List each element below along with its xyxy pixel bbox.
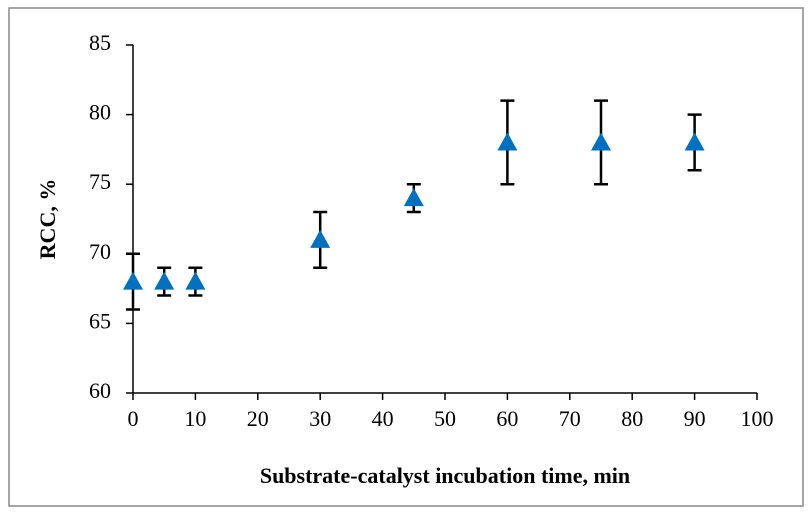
y-tick-label: 70 [89,239,111,264]
x-tick-label: 20 [247,406,269,431]
x-tick-label: 10 [184,406,206,431]
x-tick-label: 40 [372,406,394,431]
marker [185,271,206,290]
marker [591,132,611,151]
y-tick-label: 85 [89,30,111,55]
marker [497,132,518,151]
marker [154,271,175,290]
marker [310,229,331,248]
x-tick-label: 50 [434,406,456,431]
marker [684,132,705,151]
y-tick-label: 60 [89,378,111,403]
x-tick-label: 0 [128,406,139,431]
x-tick-label: 100 [741,406,774,431]
marker [403,188,424,207]
y-tick-label: 65 [89,308,111,333]
x-tick-label: 80 [621,406,643,431]
y-tick-label: 75 [89,169,111,194]
y-axis-label: RCC, % [35,179,60,260]
x-axis-label: Substrate-catalyst incubation time, min [260,463,630,488]
x-tick-label: 90 [684,406,706,431]
marker [123,271,143,290]
chart-frame [8,7,804,507]
x-tick-label: 30 [309,406,331,431]
y-tick-label: 80 [89,100,111,125]
x-tick-label: 60 [496,406,518,431]
x-tick-label: 70 [559,406,581,431]
